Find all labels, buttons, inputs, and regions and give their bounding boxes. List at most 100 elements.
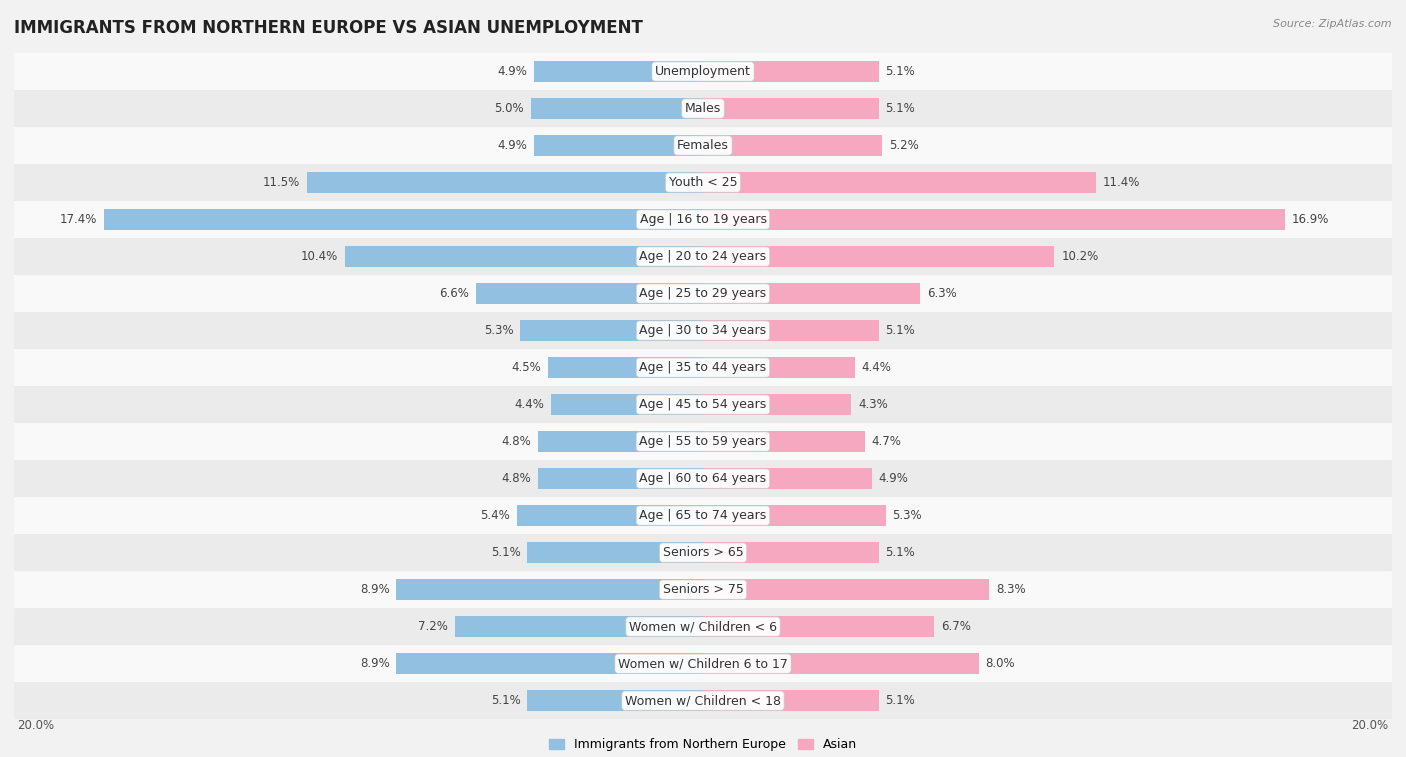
Bar bbox=[537, 469, 703, 489]
Text: 11.4%: 11.4% bbox=[1102, 176, 1140, 189]
FancyBboxPatch shape bbox=[14, 423, 1392, 460]
Bar bbox=[527, 543, 703, 562]
FancyBboxPatch shape bbox=[14, 534, 1392, 571]
Text: IMMIGRANTS FROM NORTHERN EUROPE VS ASIAN UNEMPLOYMENT: IMMIGRANTS FROM NORTHERN EUROPE VS ASIAN… bbox=[14, 19, 643, 37]
Bar bbox=[531, 98, 703, 119]
Bar bbox=[104, 210, 703, 229]
FancyBboxPatch shape bbox=[14, 386, 1392, 423]
Text: 5.1%: 5.1% bbox=[886, 102, 915, 115]
Text: 4.5%: 4.5% bbox=[512, 361, 541, 374]
Text: 11.5%: 11.5% bbox=[263, 176, 299, 189]
Bar bbox=[703, 543, 879, 562]
Bar bbox=[703, 431, 865, 452]
Text: 4.4%: 4.4% bbox=[515, 398, 544, 411]
Text: Age | 20 to 24 years: Age | 20 to 24 years bbox=[640, 250, 766, 263]
Text: 4.4%: 4.4% bbox=[862, 361, 891, 374]
Text: 5.1%: 5.1% bbox=[886, 546, 915, 559]
Text: Women w/ Children 6 to 17: Women w/ Children 6 to 17 bbox=[619, 657, 787, 670]
Bar bbox=[703, 469, 872, 489]
FancyBboxPatch shape bbox=[14, 53, 1392, 90]
Text: 4.8%: 4.8% bbox=[501, 435, 531, 448]
Text: 16.9%: 16.9% bbox=[1292, 213, 1330, 226]
Text: Unemployment: Unemployment bbox=[655, 65, 751, 78]
FancyBboxPatch shape bbox=[14, 127, 1392, 164]
FancyBboxPatch shape bbox=[14, 460, 1392, 497]
Text: Age | 30 to 34 years: Age | 30 to 34 years bbox=[640, 324, 766, 337]
Text: 8.9%: 8.9% bbox=[360, 657, 389, 670]
Text: 5.2%: 5.2% bbox=[889, 139, 918, 152]
Text: 20.0%: 20.0% bbox=[17, 719, 55, 732]
Text: Females: Females bbox=[678, 139, 728, 152]
Text: 5.4%: 5.4% bbox=[481, 509, 510, 522]
Bar bbox=[534, 136, 703, 156]
FancyBboxPatch shape bbox=[14, 349, 1392, 386]
FancyBboxPatch shape bbox=[14, 608, 1392, 645]
Bar bbox=[456, 616, 703, 637]
FancyBboxPatch shape bbox=[14, 571, 1392, 608]
Text: 5.1%: 5.1% bbox=[491, 694, 520, 707]
Text: 8.3%: 8.3% bbox=[995, 583, 1025, 596]
Text: Age | 45 to 54 years: Age | 45 to 54 years bbox=[640, 398, 766, 411]
Text: 7.2%: 7.2% bbox=[418, 620, 449, 633]
Bar bbox=[703, 357, 855, 378]
FancyBboxPatch shape bbox=[14, 645, 1392, 682]
Text: Seniors > 65: Seniors > 65 bbox=[662, 546, 744, 559]
Bar bbox=[527, 690, 703, 711]
FancyBboxPatch shape bbox=[14, 90, 1392, 127]
Bar bbox=[703, 61, 879, 82]
Bar bbox=[520, 320, 703, 341]
Text: 5.1%: 5.1% bbox=[491, 546, 520, 559]
Text: 4.9%: 4.9% bbox=[498, 65, 527, 78]
Bar bbox=[344, 246, 703, 266]
Bar bbox=[703, 283, 920, 304]
Text: 6.7%: 6.7% bbox=[941, 620, 970, 633]
Bar bbox=[703, 579, 988, 600]
FancyBboxPatch shape bbox=[14, 238, 1392, 275]
Text: Age | 16 to 19 years: Age | 16 to 19 years bbox=[640, 213, 766, 226]
Legend: Immigrants from Northern Europe, Asian: Immigrants from Northern Europe, Asian bbox=[544, 734, 862, 756]
Bar bbox=[703, 246, 1054, 266]
Text: 4.3%: 4.3% bbox=[858, 398, 887, 411]
Text: Seniors > 75: Seniors > 75 bbox=[662, 583, 744, 596]
Text: Women w/ Children < 6: Women w/ Children < 6 bbox=[628, 620, 778, 633]
Bar bbox=[703, 690, 879, 711]
Text: Age | 25 to 29 years: Age | 25 to 29 years bbox=[640, 287, 766, 300]
Text: 5.1%: 5.1% bbox=[886, 324, 915, 337]
Text: Age | 55 to 59 years: Age | 55 to 59 years bbox=[640, 435, 766, 448]
Text: 5.3%: 5.3% bbox=[484, 324, 513, 337]
Text: 4.7%: 4.7% bbox=[872, 435, 901, 448]
Bar bbox=[703, 210, 1285, 229]
FancyBboxPatch shape bbox=[14, 682, 1392, 719]
FancyBboxPatch shape bbox=[14, 275, 1392, 312]
Text: 5.1%: 5.1% bbox=[886, 65, 915, 78]
FancyBboxPatch shape bbox=[14, 497, 1392, 534]
Bar bbox=[703, 98, 879, 119]
Bar bbox=[475, 283, 703, 304]
Text: 20.0%: 20.0% bbox=[1351, 719, 1389, 732]
Text: 8.9%: 8.9% bbox=[360, 583, 389, 596]
Bar bbox=[548, 357, 703, 378]
Bar bbox=[703, 320, 879, 341]
Text: 5.1%: 5.1% bbox=[886, 694, 915, 707]
Bar bbox=[703, 136, 882, 156]
Bar bbox=[517, 506, 703, 526]
Bar bbox=[703, 394, 851, 415]
Text: Males: Males bbox=[685, 102, 721, 115]
FancyBboxPatch shape bbox=[14, 312, 1392, 349]
Text: Women w/ Children < 18: Women w/ Children < 18 bbox=[626, 694, 780, 707]
Text: 4.9%: 4.9% bbox=[879, 472, 908, 485]
Text: 17.4%: 17.4% bbox=[59, 213, 97, 226]
Text: Age | 60 to 64 years: Age | 60 to 64 years bbox=[640, 472, 766, 485]
FancyBboxPatch shape bbox=[14, 164, 1392, 201]
Bar bbox=[703, 616, 934, 637]
Bar bbox=[703, 653, 979, 674]
Bar bbox=[307, 173, 703, 193]
Bar bbox=[396, 653, 703, 674]
Text: 10.4%: 10.4% bbox=[301, 250, 337, 263]
Text: Age | 35 to 44 years: Age | 35 to 44 years bbox=[640, 361, 766, 374]
Bar bbox=[537, 431, 703, 452]
Text: Youth < 25: Youth < 25 bbox=[669, 176, 737, 189]
Text: 6.6%: 6.6% bbox=[439, 287, 468, 300]
Bar bbox=[396, 579, 703, 600]
Text: 5.3%: 5.3% bbox=[893, 509, 922, 522]
